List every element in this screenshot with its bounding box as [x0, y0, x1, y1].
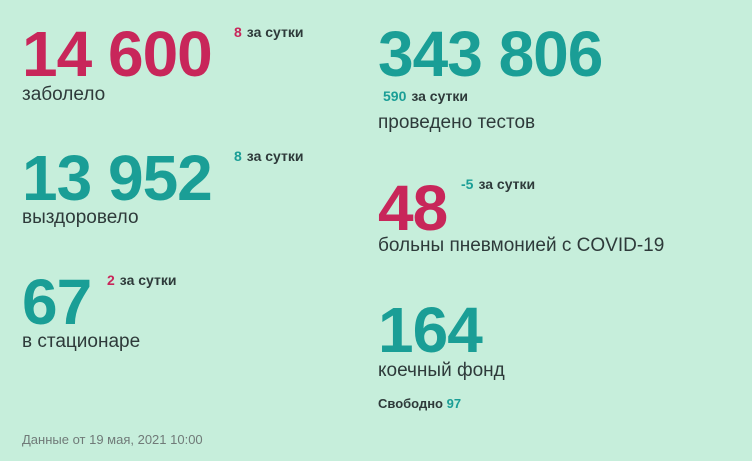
- stat-label: в стационаре: [22, 331, 141, 352]
- stat-value: 48: [378, 172, 448, 244]
- change-label: за сутки: [478, 176, 536, 192]
- free-value: 97: [446, 396, 462, 411]
- stat-change: 8 за сутки: [234, 24, 303, 40]
- stat-value: 14 600: [22, 18, 213, 90]
- change-label: за сутки: [411, 88, 469, 104]
- stat-value: 67: [22, 266, 92, 338]
- beds-label: коечный фонд: [378, 360, 505, 381]
- change-label: за сутки: [119, 272, 177, 288]
- footer: Данные от 19 мая, 2021 10:00: [22, 432, 203, 447]
- stat-change: 8 за сутки: [234, 148, 303, 164]
- stat-label: выздоровело: [22, 207, 139, 228]
- stat-value: 343 806: [378, 18, 603, 90]
- change-label: за сутки: [246, 24, 304, 40]
- stat-label: заболело: [22, 84, 106, 105]
- stat-label: больны пневмонией с COVID-19: [378, 235, 665, 256]
- change-value: -5: [461, 176, 474, 192]
- change-label: за сутки: [246, 148, 304, 164]
- change-value: 590: [383, 88, 407, 104]
- beds-free: Свободно 97: [378, 396, 461, 411]
- change-value: 2: [107, 272, 115, 288]
- change-value: 8: [234, 148, 242, 164]
- stat-change: 2 за сутки: [107, 272, 176, 288]
- free-label: Свободно: [378, 396, 443, 411]
- change-value: 8: [234, 24, 242, 40]
- stat-change: -5 за сутки: [461, 176, 535, 192]
- stat-value: 13 952: [22, 142, 213, 214]
- stat-change: 590 за сутки: [383, 88, 468, 104]
- beds-value: 164: [378, 294, 483, 366]
- stat-label: проведено тестов: [378, 112, 536, 133]
